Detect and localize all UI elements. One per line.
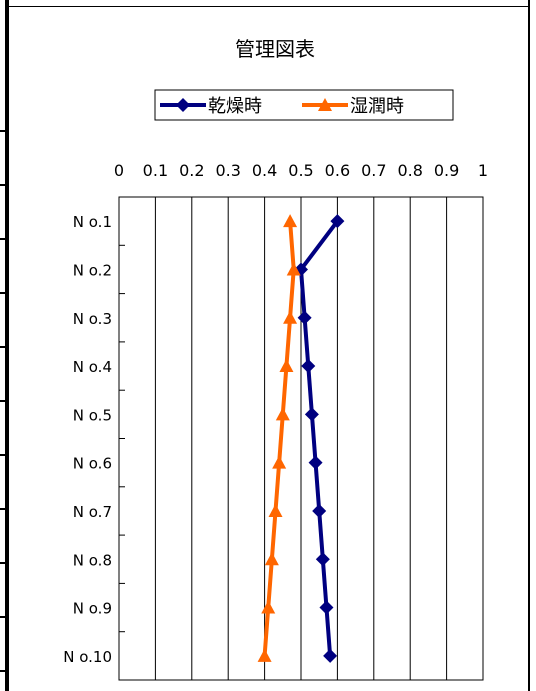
left-border-tick [0,454,9,456]
left-border-tick [0,346,9,348]
left-border-tick [0,292,9,294]
data-point [330,214,345,229]
category-label: N o.8 [73,551,112,569]
category-label: N o.1 [73,213,112,231]
right-border [528,0,530,691]
data-point [319,600,334,615]
left-border-tick [0,238,9,240]
category-label: N o.6 [73,455,112,473]
chart-title: 管理図表 [235,37,315,61]
data-point [279,359,294,373]
legend-marker [176,98,190,112]
data-point [304,407,319,422]
category-label: N o.5 [73,406,112,424]
data-point [312,503,327,518]
left-border-tick [0,670,9,672]
data-point [323,648,338,663]
x-tick-label: 0 [114,161,124,180]
data-point [308,455,323,470]
series-2 [257,214,301,662]
x-tick-label: 0.4 [252,161,277,180]
x-tick-label: 0.9 [434,161,459,180]
data-point [272,455,287,469]
left-border-rule [5,0,9,691]
data-point [283,310,298,324]
data-point [275,407,290,421]
data-point [283,214,298,228]
data-point [257,648,272,662]
data-point [264,552,279,566]
data-point [268,503,283,517]
legend: 乾燥時 湿潤時 [154,89,454,121]
left-border-strip [0,0,9,691]
legend-label: 乾燥時 [208,96,262,117]
series-line [262,220,296,657]
series-1 [294,214,345,663]
legend-marker [318,98,332,111]
category-label: N o.9 [73,600,112,618]
left-border-tick [0,508,9,510]
category-label: N o.10 [63,648,112,666]
series-line [299,219,339,657]
x-tick-label: 1 [478,161,488,180]
x-tick-label: 0.3 [215,161,240,180]
category-labels: N o.1 N o.2 N o.3 N o.4 N o.5 N o.6 N o.7 N o.8… [63,213,112,666]
x-tick-label: 0.2 [179,161,204,180]
x-tick-label: 0.6 [325,161,350,180]
left-border-tick [0,562,9,564]
category-label: N o.7 [73,503,112,521]
left-border-tick [0,400,9,402]
left-border-tick [0,616,9,618]
category-label: N o.2 [73,261,112,279]
x-axis-ticks: 0 0.1 0.2 0.3 0.4 0.5 0.6 0.7 0.8 0.9 1 [114,161,488,180]
left-border-tick [0,184,9,186]
data-point [261,600,276,614]
left-border-tick [0,130,9,132]
category-label: N o.4 [73,358,112,376]
category-label: N o.3 [73,310,112,328]
data-point [297,310,312,325]
data-point [286,262,301,276]
x-tick-label: 0.7 [361,161,386,180]
top-border [5,6,530,7]
data-point [315,552,330,567]
legend-label: 湿潤時 [350,96,404,117]
series-layer [257,214,345,663]
x-tick-label: 0.5 [288,161,313,180]
x-tick-label: 0.1 [143,161,168,180]
x-tick-label: 0.8 [397,161,422,180]
data-point [301,359,316,374]
